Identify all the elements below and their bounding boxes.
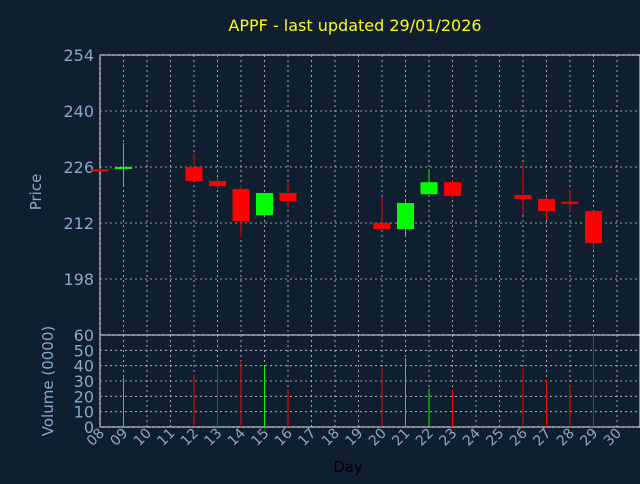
- candle-body: [420, 182, 438, 195]
- x-tick-label: 30: [601, 426, 625, 450]
- x-tick-label: 19: [342, 426, 366, 450]
- volume-tick-label: 30: [74, 372, 94, 391]
- x-tick-label: 21: [389, 426, 413, 450]
- x-tick-label: 24: [460, 425, 484, 449]
- volume-tick-label: 20: [74, 387, 94, 406]
- price-tick-label: 240: [63, 102, 94, 121]
- x-tick-label: 17: [295, 426, 319, 450]
- x-tick-label: 26: [507, 425, 531, 449]
- x-tick-label: 16: [272, 425, 296, 449]
- volume-tick-label: 40: [74, 357, 94, 376]
- price-tick-label: 212: [63, 214, 94, 233]
- x-tick-label: 25: [483, 426, 507, 450]
- x-tick-label: 10: [131, 426, 155, 450]
- x-tick-label: 11: [154, 426, 178, 450]
- candle-body: [185, 167, 203, 181]
- x-tick-label: 13: [201, 426, 225, 450]
- price-axis-label: Price: [27, 174, 45, 211]
- x-tick-label: 27: [530, 426, 554, 450]
- volume-tick-label: 0: [84, 418, 94, 437]
- chart-title: APPF - last updated 29/01/2026: [228, 16, 481, 35]
- candle-body: [561, 201, 579, 204]
- x-tick-label: 20: [366, 426, 390, 450]
- candle-body: [444, 182, 461, 196]
- candle-body: [538, 199, 555, 211]
- candle-body: [279, 193, 297, 201]
- x-tick-label: 09: [107, 426, 131, 450]
- price-tick-label: 198: [63, 270, 94, 289]
- volume-axis-label: Volume (0000): [39, 326, 57, 436]
- price-panel: 198 212 226 240 254: [63, 46, 640, 336]
- volume-panel: 08 09 10 11 12 13 14 15 16 17 18 19 20 21 22 23 24 25 26 27…: [74, 326, 640, 449]
- x-tick-label: 23: [436, 426, 460, 450]
- x-tick-label: 18: [319, 426, 343, 450]
- candle-body: [256, 193, 273, 215]
- volume-tick-label: 60: [74, 326, 94, 345]
- x-tick-label: 22: [413, 426, 437, 450]
- x-tick-label: 28: [554, 426, 578, 450]
- candle-body: [232, 189, 250, 221]
- candle-body: [397, 203, 414, 229]
- x-tick-label: 15: [248, 426, 272, 450]
- candle-body: [585, 211, 602, 243]
- price-tick-label: 226: [63, 158, 94, 177]
- candle-body: [115, 167, 132, 169]
- x-tick-label: 12: [178, 426, 202, 450]
- candle-body: [209, 181, 226, 187]
- volume-tick-label: 10: [74, 403, 94, 422]
- day-axis-label: Day: [333, 458, 363, 476]
- volume-tick-label: 50: [74, 341, 94, 360]
- candle-body: [373, 223, 391, 229]
- price-tick-label: 254: [63, 46, 94, 65]
- x-tick-label: 29: [577, 426, 601, 450]
- candle-body: [91, 169, 109, 172]
- price-frame: [99, 54, 640, 336]
- x-tick-label: 14: [225, 425, 249, 449]
- candle-body: [514, 195, 532, 199]
